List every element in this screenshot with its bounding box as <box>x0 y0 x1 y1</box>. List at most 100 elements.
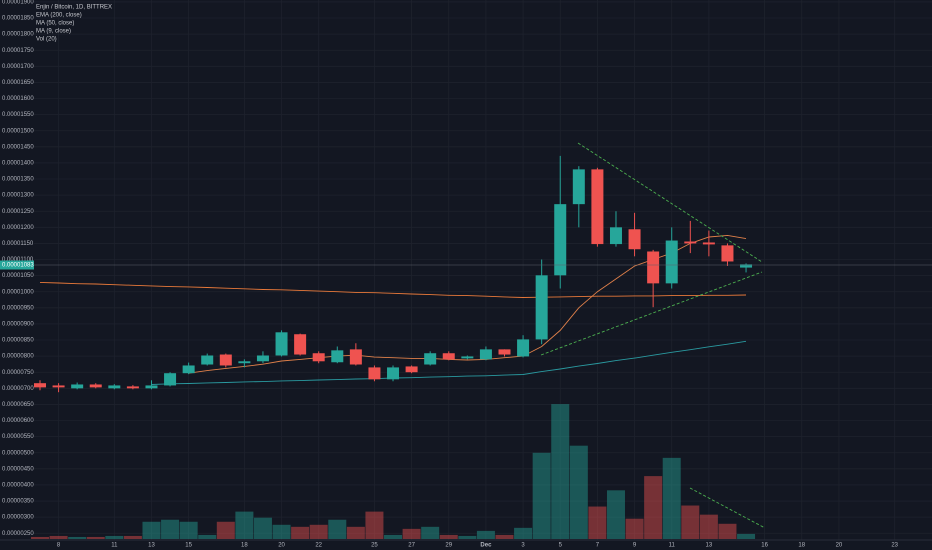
volume-bar <box>235 511 254 539</box>
volume-bar <box>551 404 570 539</box>
y-tick-label: 0.00001100 <box>2 257 34 263</box>
x-tick-label: 13 <box>706 543 713 549</box>
legend-entry: Vol (20) <box>36 37 57 43</box>
y-tick-label: 0.00000750 <box>2 370 34 376</box>
candle-body <box>89 384 102 388</box>
volume-bar <box>123 535 142 539</box>
volume-bar <box>68 536 87 539</box>
chart-title: Enjin / Bitcoin, 1D, BITTREX <box>36 5 112 11</box>
candle-body <box>71 384 84 389</box>
candle-body <box>591 169 604 245</box>
y-tick-label: 0.00000350 <box>2 499 34 505</box>
x-tick-label: 22 <box>315 543 322 549</box>
y-tick-label: 0.00000650 <box>2 402 34 408</box>
legend-entry: MA (50, close) <box>36 21 74 27</box>
candle-body <box>442 353 455 360</box>
y-tick-label: 0.00000500 <box>2 450 34 456</box>
volume-layer <box>31 404 756 539</box>
volume-bar <box>625 518 644 539</box>
x-tick-label: 11 <box>669 543 676 549</box>
y-tick-label: 0.00000250 <box>2 531 34 537</box>
volume-bar <box>606 490 625 539</box>
candle-body <box>145 385 158 389</box>
x-tick-label: 16 <box>761 543 768 549</box>
candle-body <box>461 356 474 359</box>
y-tick-label: 0.00000700 <box>2 386 34 392</box>
candle-body <box>164 373 177 386</box>
last-price-tag <box>0 260 34 270</box>
x-tick-label: 11 <box>111 543 118 549</box>
candle-body <box>628 229 641 250</box>
candle-body <box>238 361 251 364</box>
x-tick-label: 5 <box>559 543 563 549</box>
candle-body <box>219 354 232 366</box>
x-tick-label: 13 <box>148 543 155 549</box>
x-tick-label: 20 <box>278 543 285 549</box>
y-tick-label: 0.00001850 <box>2 16 34 22</box>
volume-bar <box>514 527 533 539</box>
candle-body <box>684 241 697 244</box>
candle-body <box>647 251 660 284</box>
candle-body <box>740 264 753 268</box>
candle-body <box>665 240 678 284</box>
volume-bar <box>365 511 384 539</box>
last-price-label: 0.00001083 <box>2 263 34 269</box>
y-tick-label: 0.00001750 <box>2 48 34 54</box>
volume-bar <box>161 519 180 539</box>
y-tick-label: 0.00001800 <box>2 32 34 38</box>
candle-body <box>331 350 344 363</box>
candle-body <box>424 353 437 365</box>
volume-bar <box>588 506 607 539</box>
candle-body <box>275 332 288 356</box>
y-tick-label: 0.00001250 <box>2 209 34 215</box>
volume-bar <box>495 534 514 539</box>
y-tick-label: 0.00000850 <box>2 338 34 344</box>
volume-bar <box>253 517 272 539</box>
candle-body <box>517 339 530 357</box>
candle-body <box>535 275 548 340</box>
candle-body <box>52 385 65 388</box>
candle-body <box>387 367 400 380</box>
y-tick-label: 0.00000950 <box>2 305 34 311</box>
x-tick-label: 18 <box>798 543 805 549</box>
x-tick-label: 25 <box>371 543 378 549</box>
volume-bar <box>198 534 217 539</box>
volume-bar <box>105 535 124 539</box>
volume-bar <box>532 452 551 539</box>
legend-entry: EMA (200, close) <box>36 13 82 19</box>
volume-bar <box>309 524 328 539</box>
x-tick-label: Dec <box>480 543 492 549</box>
candle-body <box>609 227 622 245</box>
legend-entry: MA (9, close) <box>36 29 71 35</box>
volume-bar <box>179 521 198 539</box>
y-tick-label: 0.00001000 <box>2 289 34 295</box>
volume-bar <box>458 535 477 539</box>
x-tick-label: 8 <box>57 543 61 549</box>
x-tick-label: 3 <box>521 543 525 549</box>
x-tick-label: 27 <box>408 543 415 549</box>
volume-bar <box>569 445 588 539</box>
y-tick-label: 0.00001350 <box>2 177 34 183</box>
x-tick-label: 9 <box>633 543 637 549</box>
trend-line <box>540 271 763 356</box>
trend-line <box>577 142 763 263</box>
y-tick-label: 0.00001500 <box>2 128 34 134</box>
candle-body <box>201 355 214 365</box>
candle-body <box>405 366 418 373</box>
trend-lines <box>540 142 766 529</box>
candle-body <box>34 383 46 388</box>
volume-bar <box>291 526 310 539</box>
candle-body <box>572 169 585 205</box>
x-tick-label: 29 <box>445 543 452 549</box>
candle-body <box>702 242 715 245</box>
x-tick-label: 18 <box>241 543 248 549</box>
candle-body <box>368 367 381 380</box>
candle-body <box>256 355 269 362</box>
volume-bar <box>216 521 235 539</box>
x-tick-label: 23 <box>891 543 898 549</box>
volume-bar <box>402 528 421 539</box>
